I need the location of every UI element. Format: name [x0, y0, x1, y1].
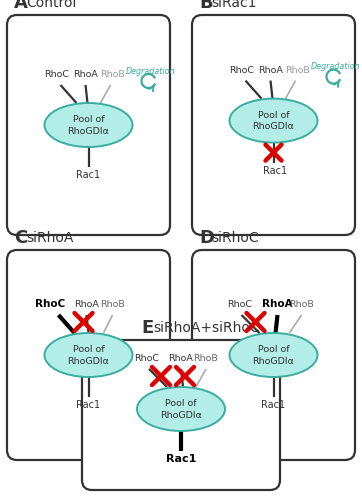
Text: siRhoA+siRhoC: siRhoA+siRhoC [153, 321, 260, 335]
FancyBboxPatch shape [7, 15, 170, 235]
Text: Rac1: Rac1 [76, 400, 101, 410]
Text: RhoC: RhoC [135, 354, 160, 363]
Text: RhoGDIα: RhoGDIα [68, 356, 109, 366]
Text: RhoGDIα: RhoGDIα [253, 122, 294, 131]
Text: RhoC: RhoC [44, 70, 69, 79]
Text: RhoGDIα: RhoGDIα [68, 126, 109, 136]
Text: Pool of: Pool of [73, 116, 104, 124]
Text: Pool of: Pool of [258, 346, 289, 354]
FancyBboxPatch shape [192, 15, 355, 235]
Text: RhoA: RhoA [169, 354, 193, 363]
Text: RhoB: RhoB [100, 70, 125, 79]
Ellipse shape [230, 333, 317, 377]
Text: Rac1: Rac1 [264, 166, 287, 175]
Text: C: C [14, 229, 27, 247]
Text: Pool of: Pool of [258, 111, 289, 120]
Text: B: B [199, 0, 212, 12]
Text: RhoB: RhoB [100, 300, 125, 309]
Text: RhoA: RhoA [262, 299, 293, 309]
Ellipse shape [45, 103, 132, 147]
Text: siRhoC: siRhoC [211, 231, 258, 245]
Text: RhoB: RhoB [289, 300, 314, 309]
Text: siRhoA: siRhoA [26, 231, 73, 245]
Text: RhoGDIα: RhoGDIα [253, 356, 294, 366]
Text: RhoC: RhoC [229, 66, 254, 74]
Text: RhoB: RhoB [194, 354, 218, 363]
Text: D: D [199, 229, 214, 247]
Ellipse shape [137, 387, 225, 431]
Text: RhoA: RhoA [73, 70, 98, 79]
FancyBboxPatch shape [82, 340, 280, 490]
Text: siRac1: siRac1 [211, 0, 257, 10]
Text: Rac1: Rac1 [166, 454, 196, 464]
Text: E: E [141, 319, 153, 337]
FancyBboxPatch shape [7, 250, 170, 460]
Text: RhoA: RhoA [258, 66, 283, 74]
Text: Rac1: Rac1 [76, 170, 101, 180]
Text: A: A [14, 0, 28, 12]
Ellipse shape [230, 98, 317, 142]
Text: Control: Control [26, 0, 76, 10]
Ellipse shape [45, 333, 132, 377]
Text: RhoC: RhoC [227, 300, 252, 309]
FancyBboxPatch shape [192, 250, 355, 460]
Text: Pool of: Pool of [73, 346, 104, 354]
Text: RhoC: RhoC [35, 299, 66, 309]
Text: RhoB: RhoB [285, 66, 310, 74]
Text: RhoGDIα: RhoGDIα [160, 410, 202, 420]
Text: RhoA: RhoA [74, 300, 99, 309]
Text: Rac1: Rac1 [261, 400, 286, 410]
Text: Pool of: Pool of [165, 400, 197, 408]
Text: Degradation: Degradation [126, 66, 175, 76]
Text: Degradation: Degradation [311, 62, 360, 71]
